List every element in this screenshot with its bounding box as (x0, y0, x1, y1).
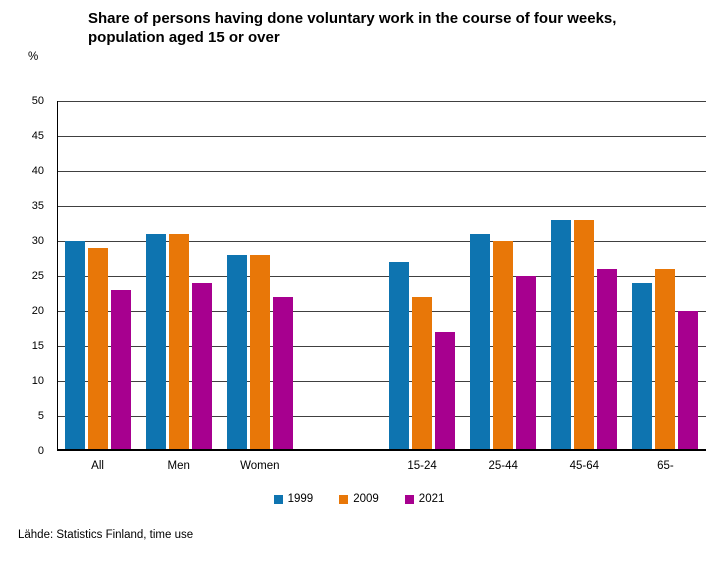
bar-2021-Women (272, 297, 293, 451)
y-tick-label-0: 0 (37, 445, 44, 457)
gridline-15 (57, 346, 706, 347)
x-tick-label-15-24: 15-24 (407, 460, 437, 472)
legend-label-2009: 2009 (353, 493, 379, 505)
bar-group-All (57, 101, 138, 451)
legend-item-2009: 2009 (339, 493, 379, 505)
chart-title-line-1: Share of persons having done voluntary w… (88, 10, 617, 27)
bar-group-65- (625, 101, 706, 451)
bar-group-Men (138, 101, 219, 451)
y-tick-label-10: 10 (31, 375, 44, 387)
gridline-5 (57, 416, 706, 417)
gridline-35 (57, 206, 706, 207)
bar-1999-65- (632, 283, 653, 451)
bar-2009-All (87, 248, 108, 451)
plot-area (57, 101, 706, 451)
bar-group-Women (219, 101, 300, 451)
y-tick-label-35: 35 (31, 200, 44, 212)
bar-group-45-64 (544, 101, 625, 451)
bar-1999-45-64 (551, 220, 572, 451)
legend-item-1999: 1999 (273, 493, 314, 505)
gridline-10 (57, 381, 706, 382)
chart-title-line-2: population aged 15 or over (88, 29, 280, 46)
legend-swatch-2009 (339, 494, 349, 504)
bar-group-15-24 (382, 101, 463, 451)
gridline-40 (57, 171, 706, 172)
gridline-45 (57, 136, 706, 137)
x-tick-label-All: All (91, 460, 104, 472)
bar-2021-15-24 (435, 332, 456, 451)
source-text: Lähde: Statistics Finland, time use (18, 529, 194, 541)
bar-2021-25-44 (516, 276, 537, 451)
chart-title: Share of persons having done voluntary w… (88, 9, 616, 47)
x-tick-label-25-44: 25-44 (488, 460, 518, 472)
gridline-20 (57, 311, 706, 312)
legend: 1999 2009 2021 (0, 493, 718, 505)
x-tick-label-45-64: 45-64 (569, 460, 600, 472)
bar-2009-25-44 (493, 241, 514, 451)
y-axis-unit-label: % (28, 51, 39, 63)
y-tick-label-5: 5 (37, 410, 44, 422)
bar-1999-25-44 (470, 234, 491, 451)
x-tick-label-Women: Women (240, 460, 280, 472)
x-axis-line (57, 449, 706, 451)
x-tick-label-Men: Men (167, 460, 190, 472)
gridline-30 (57, 241, 706, 242)
legend-swatch-2021 (404, 494, 414, 504)
legend-item-2021: 2021 (404, 493, 445, 505)
legend-swatch-1999 (273, 494, 283, 504)
y-tick-label-25: 25 (31, 270, 44, 282)
y-tick-label-15: 15 (31, 340, 44, 352)
bar-1999-15-24 (389, 262, 410, 451)
bar-1999-Women (226, 255, 247, 451)
bar-2021-All (110, 290, 131, 451)
bar-2021-65- (678, 311, 699, 451)
y-tick-label-45: 45 (31, 130, 44, 142)
bar-2009-15-24 (412, 297, 433, 451)
legend-label-2021: 2021 (418, 493, 445, 505)
bar-2009-45-64 (574, 220, 595, 451)
bar-2009-Women (249, 255, 270, 451)
bar-2021-45-64 (597, 269, 618, 451)
legend-label-1999: 1999 (287, 493, 314, 505)
gridline-25 (57, 276, 706, 277)
gridline-50 (57, 101, 706, 102)
y-tick-label-40: 40 (31, 165, 44, 177)
bar-1999-All (64, 241, 85, 451)
y-tick-label-20: 20 (31, 305, 44, 317)
y-axis-line (57, 101, 58, 451)
bar-1999-Men (145, 234, 166, 451)
x-tick-label-65-: 65- (657, 460, 674, 472)
y-tick-label-30: 30 (31, 235, 44, 247)
y-tick-label-50: 50 (31, 95, 44, 107)
bar-2021-Men (191, 283, 212, 451)
bar-2009-Men (168, 234, 189, 451)
bar-group-25-44 (463, 101, 544, 451)
bar-2009-65- (655, 269, 676, 451)
